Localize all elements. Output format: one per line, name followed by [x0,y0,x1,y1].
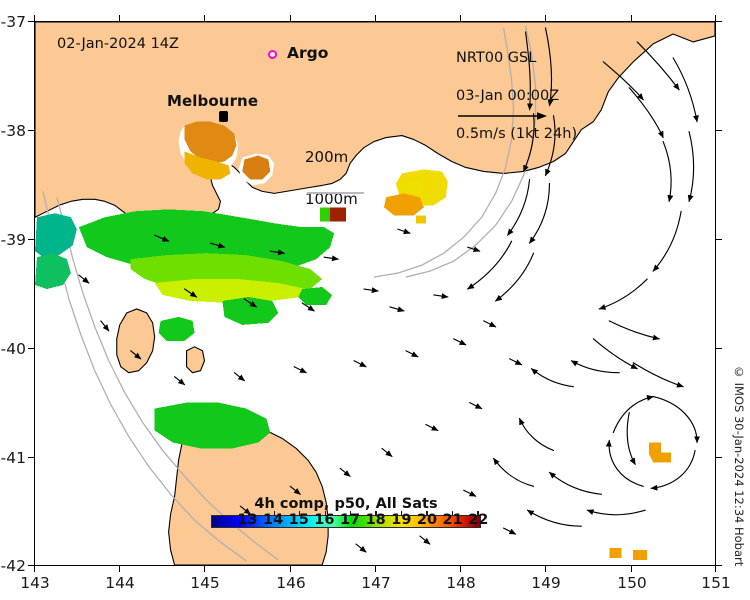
current-product-block: NRT00 GSL 03-Jan 00:00Z 0.5m/s (1kt 24h) [456,49,577,144]
colorbar-gradient[interactable] [211,511,481,528]
depth-contour-legend: 200m 1000m [305,147,358,210]
landmass-flinders-island [186,346,206,374]
landmass-king-island [116,308,156,374]
sst-patch-tasmania-north [154,402,271,449]
timestamp-label: 02-Jan-2024 14Z [57,36,179,52]
current-scale-arrow-icon [458,112,547,120]
sst-patch-prom-edge [320,207,331,222]
x-tick-label: 145 [190,574,220,592]
sst-patch-west-cold [35,213,77,258]
copyright-credit: © IMOS 30-Jan-2024 12:34 Hobart [732,364,746,566]
current-product-line3: 0.5m/s (1kt 24h) [456,126,578,142]
bathymetry-east-shelf-1000m [405,25,537,278]
sst-patch-east-small [415,215,426,224]
y-tick-label: -38 [0,122,26,140]
x-tick-label: 151 [701,574,731,592]
colorbar-tick-label: 21 [442,512,463,528]
sst-patch-flinders [222,296,279,325]
y-tick-label: -41 [0,449,26,467]
x-tick-label: 143 [20,574,50,592]
depth-legend-rule [307,192,364,194]
depth-label-200m: 200m [305,148,349,166]
colorbar-tick-label: 20 [416,512,438,528]
sst-patch-southeast-a [609,548,622,559]
colorbar-tick-label: 18 [365,512,386,528]
bathymetry-east-shelf-200m [373,27,515,278]
colorbar-tick-label: 14 [263,512,284,528]
y-tick-label: -40 [0,340,26,358]
colorbar-tick-label: 22 [468,512,489,528]
colorbar-tick-label: 15 [288,512,309,528]
colorbar-tick-label: 16 [314,512,335,528]
x-tick-label: 144 [105,574,135,592]
colorbar[interactable]: 4h comp, p50, All Sats 13 14 15 16 17 18… [211,496,488,528]
city-marker-icon [219,111,228,122]
colorbar-tick-label: 17 [339,512,361,528]
sst-patch-gippsland-offshore [405,181,424,194]
sst-patch-west-shelf [35,253,71,290]
x-tick-label: 149 [531,574,561,592]
sst-composite-layer [35,121,672,561]
sst-patch-port-phillip-south [184,151,231,180]
y-tick-label: -39 [0,231,26,249]
colorbar-title: 4h comp, p50, All Sats [254,496,438,512]
sst-patch-eddy-core [649,442,672,463]
sst-patch-king-island-east [158,316,195,341]
current-product-line2: 03-Jan 00:00Z [456,88,560,104]
sst-patch-wilsons-prom [330,207,347,222]
sst-patch-scatter-a [298,287,333,305]
y-tick-label: -37 [0,13,26,31]
x-tick-label: 146 [276,574,306,592]
x-tick-label: 148 [446,574,476,592]
sst-patch-southeast-b [633,550,648,561]
x-tick-label: 150 [617,574,647,592]
depth-label-1000m: 1000m [305,190,358,208]
city-label-melbourne: Melbourne [167,92,259,110]
colorbar-tick-label: 13 [237,512,258,528]
argo-marker-icon [268,50,277,59]
x-tick-label: 147 [361,574,391,592]
y-tick-label: -42 [0,557,26,575]
current-vector-layer [78,27,701,553]
sst-patch-port-phillip [184,121,237,164]
map-plot-area[interactable]: 02-Jan-2024 14Z Argo Melbourne NRT00 GSL… [34,21,716,566]
current-product-line1: NRT00 GSL [456,50,537,66]
sst-patch-western-port [242,155,271,180]
colorbar-tick-label: 19 [391,512,412,528]
current-arrows [78,27,701,553]
argo-legend-label: Argo [287,44,329,62]
sst-patch-gippsland-warm [383,193,424,216]
